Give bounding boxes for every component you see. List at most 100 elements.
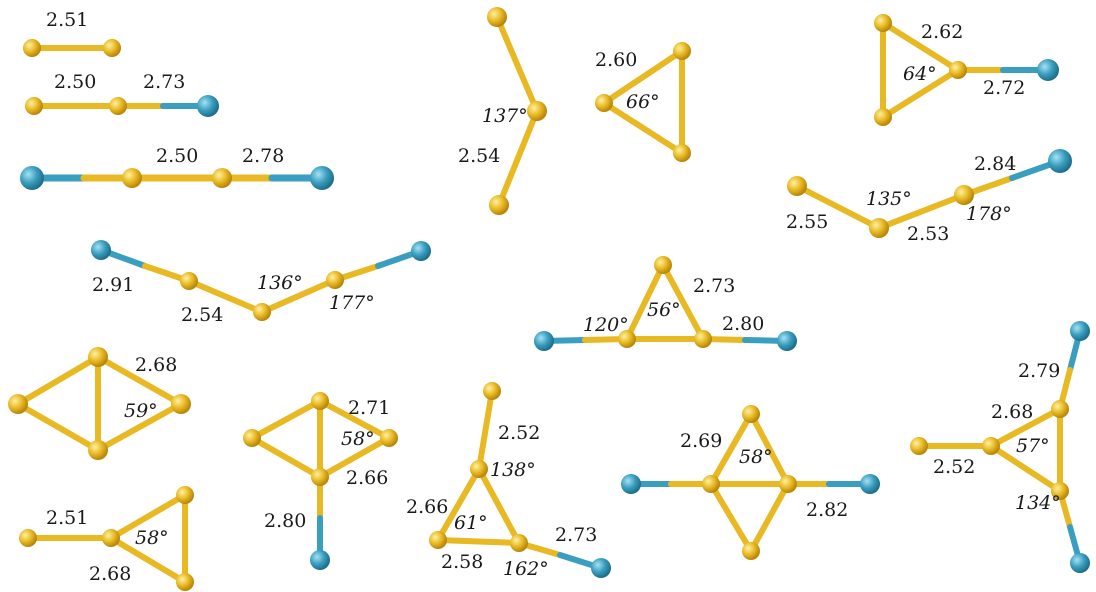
cluster-cl-chain-cl: 2.91 136° 2.54 177° (91, 240, 431, 326)
gold-atom (874, 108, 892, 126)
cluster-triangle-2cl: 2.73 56° 120° 2.80 (534, 256, 797, 351)
gold-atom (654, 256, 672, 274)
gold-atom (910, 437, 928, 455)
gold-atom (326, 271, 344, 289)
bond-au-au (494, 14, 540, 114)
gold-atom (102, 529, 120, 547)
bond-length-label: 2.80 (722, 313, 764, 335)
gold-atom (787, 176, 807, 196)
bond-au-au (476, 388, 495, 472)
bond-au-au (259, 277, 338, 315)
bond-angle-label: 58° (341, 428, 375, 450)
cluster-triangle-tail-cl: 2.52 138° 2.66 61° 2.73 2.58 162° (406, 382, 611, 580)
bond-length-label: 2.50 (54, 71, 96, 93)
cluster-au3-triangle: 2.60 66° (595, 42, 691, 162)
bond-angle-label: 177° (329, 292, 375, 314)
bond-length-label: 2.73 (693, 275, 735, 297)
gold-atom (779, 475, 797, 493)
bond-length-label: 2.78 (242, 145, 284, 167)
bond-length-label: 2.68 (89, 563, 131, 585)
gold-atom (380, 429, 398, 447)
chlorine-atom (91, 240, 111, 260)
cluster-bent-chain-cl: 2.84 135° 2.55 2.53 178° (786, 149, 1072, 245)
bond-length-label: 2.80 (264, 510, 306, 532)
bond-angle-label: 61° (454, 512, 488, 534)
gold-atom (483, 382, 501, 400)
gold-atom (176, 486, 194, 504)
chlorine-atom (1037, 59, 1059, 81)
gold-atom (510, 534, 528, 552)
bond-length-label: 2.52 (498, 422, 540, 444)
gold-atom (982, 437, 1000, 455)
gold-atom (527, 101, 547, 121)
chlorine-atom (197, 95, 219, 117)
gold-atom (243, 429, 261, 447)
bond-length-label: 2.62 (921, 21, 963, 43)
triangle-bonds (988, 406, 1063, 494)
gold-atom (311, 392, 329, 410)
bond-length-label: 2.55 (786, 211, 828, 233)
gold-atom (88, 347, 108, 367)
bond-angle-label: 134° (1015, 492, 1061, 514)
gold-atom (25, 97, 43, 115)
bond-length-label: 2.73 (555, 524, 597, 546)
cluster-rhombus-cl: 2.71 58° 2.66 2.80 (243, 392, 398, 570)
bond-length-label: 2.60 (595, 49, 637, 71)
bond-length-label: 2.53 (907, 223, 949, 245)
bond-length-label: 2.58 (441, 551, 483, 573)
bond-angle-label: 136° (257, 272, 303, 294)
gold-atom (742, 542, 760, 560)
gold-atom (702, 475, 720, 493)
gold-atom (1051, 400, 1069, 418)
bond-angle-label: 138° (490, 459, 536, 481)
bond-length-label: 2.68 (135, 354, 177, 376)
bond-length-label: 2.69 (680, 430, 722, 452)
gold-atom (869, 218, 889, 238)
gold-atom (8, 394, 28, 414)
bond-length-label: 2.51 (46, 9, 88, 31)
gold-atom (19, 529, 37, 547)
bond-length-label: 2.82 (806, 499, 848, 521)
bond-length-label: 2.91 (92, 274, 134, 296)
chlorine-atom (621, 474, 641, 494)
chlorine-atom (310, 550, 330, 570)
bond-au-au (496, 108, 540, 208)
gold-atom (487, 7, 507, 27)
triangle-bonds (108, 492, 188, 585)
gold-atom (180, 272, 198, 290)
bond-angle-label: 58° (135, 527, 169, 549)
gold-atom (949, 61, 967, 79)
gold-atom (23, 39, 41, 57)
bond-au-au (794, 183, 882, 231)
bond-length-label: 2.84 (974, 153, 1016, 175)
bond-au-au (876, 192, 967, 231)
bond-au-au (186, 278, 265, 315)
chlorine-atom (310, 166, 334, 190)
bond-angle-label: 135° (866, 188, 912, 210)
chlorine-atom (534, 331, 554, 351)
bond-length-label: 2.71 (348, 397, 390, 419)
triangle-bonds (601, 48, 685, 156)
bond-angle-label: 66° (626, 91, 660, 113)
bond-angle-label: 162° (503, 558, 549, 580)
bond-angle-label: 64° (903, 63, 937, 85)
bond-angle-label: 58° (739, 446, 773, 468)
bond-angle-label: 57° (1016, 435, 1050, 457)
cluster-triangle-2cl-au: 2.79 2.68 57° 2.52 134° (910, 321, 1090, 573)
bond-angle-label: 56° (647, 299, 681, 321)
gold-atom (694, 330, 712, 348)
triangle-bonds (880, 20, 961, 120)
bond-length-label: 2.54 (181, 304, 223, 326)
chlorine-atom (860, 474, 880, 494)
gold-atom (489, 195, 509, 215)
bond-length-label: 2.54 (458, 145, 500, 167)
gold-atom (311, 468, 329, 486)
gold-atom (618, 330, 636, 348)
gold-atom (122, 168, 142, 188)
gold-atom (673, 144, 691, 162)
bond-length-label: 2.66 (406, 496, 448, 518)
gold-atom (176, 573, 194, 591)
triangle-bonds (624, 262, 706, 342)
cluster-bent-au3: 137° 2.54 (458, 7, 547, 215)
bond-angle-label: 137° (482, 105, 528, 127)
